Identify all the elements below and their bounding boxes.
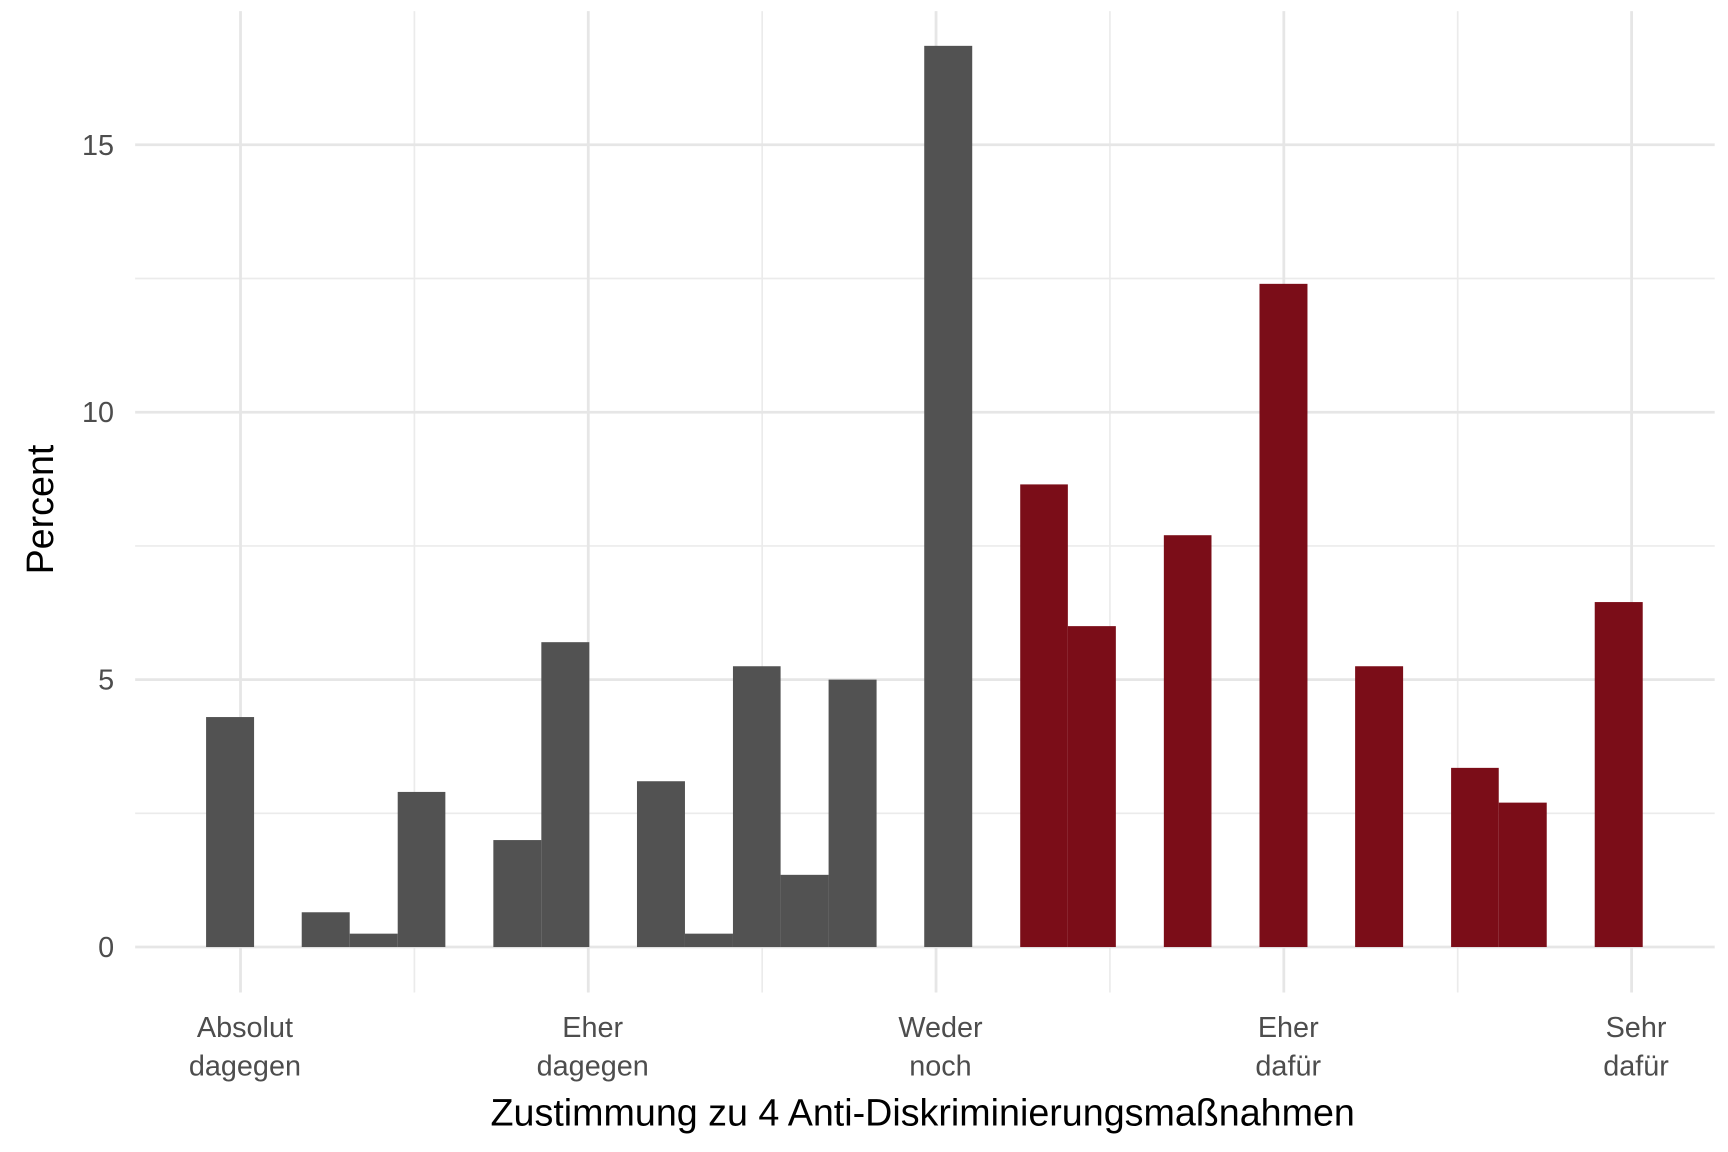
bar: [828, 679, 877, 948]
bar: [397, 791, 446, 948]
bar: [636, 781, 685, 948]
bar: [1067, 626, 1116, 948]
bar: [1594, 602, 1643, 948]
y-tick-label: 10: [82, 397, 114, 429]
x-tick-label: Eher dagegen: [537, 1012, 649, 1083]
y-axis-title: Percent: [19, 444, 61, 574]
y-tick-label: 15: [82, 130, 114, 162]
bar: [1355, 666, 1404, 948]
bar: [780, 874, 829, 948]
bar: [206, 717, 255, 948]
bar: [1163, 535, 1212, 948]
x-tick-label: Weder noch: [898, 1012, 983, 1083]
bar: [924, 45, 973, 948]
bar: [301, 912, 350, 948]
bar: [732, 666, 781, 948]
x-tick-label: Eher dafür: [1255, 1012, 1321, 1083]
y-tick-label: 0: [98, 932, 114, 964]
x-tick-label: Sehr dafür: [1603, 1012, 1669, 1083]
bar: [684, 933, 733, 948]
bar: [349, 933, 398, 948]
bar: [493, 840, 542, 948]
x-axis-title: Zustimmung zu 4 Anti-Diskriminierungsmaß…: [491, 1091, 1355, 1133]
bar: [1259, 283, 1308, 948]
x-tick-label: Absolut dagegen: [189, 1012, 301, 1083]
y-tick-label: 5: [98, 665, 114, 697]
bar: [1498, 802, 1547, 948]
bar: [1020, 484, 1068, 948]
bar: [1451, 767, 1499, 948]
bar: [541, 642, 590, 948]
